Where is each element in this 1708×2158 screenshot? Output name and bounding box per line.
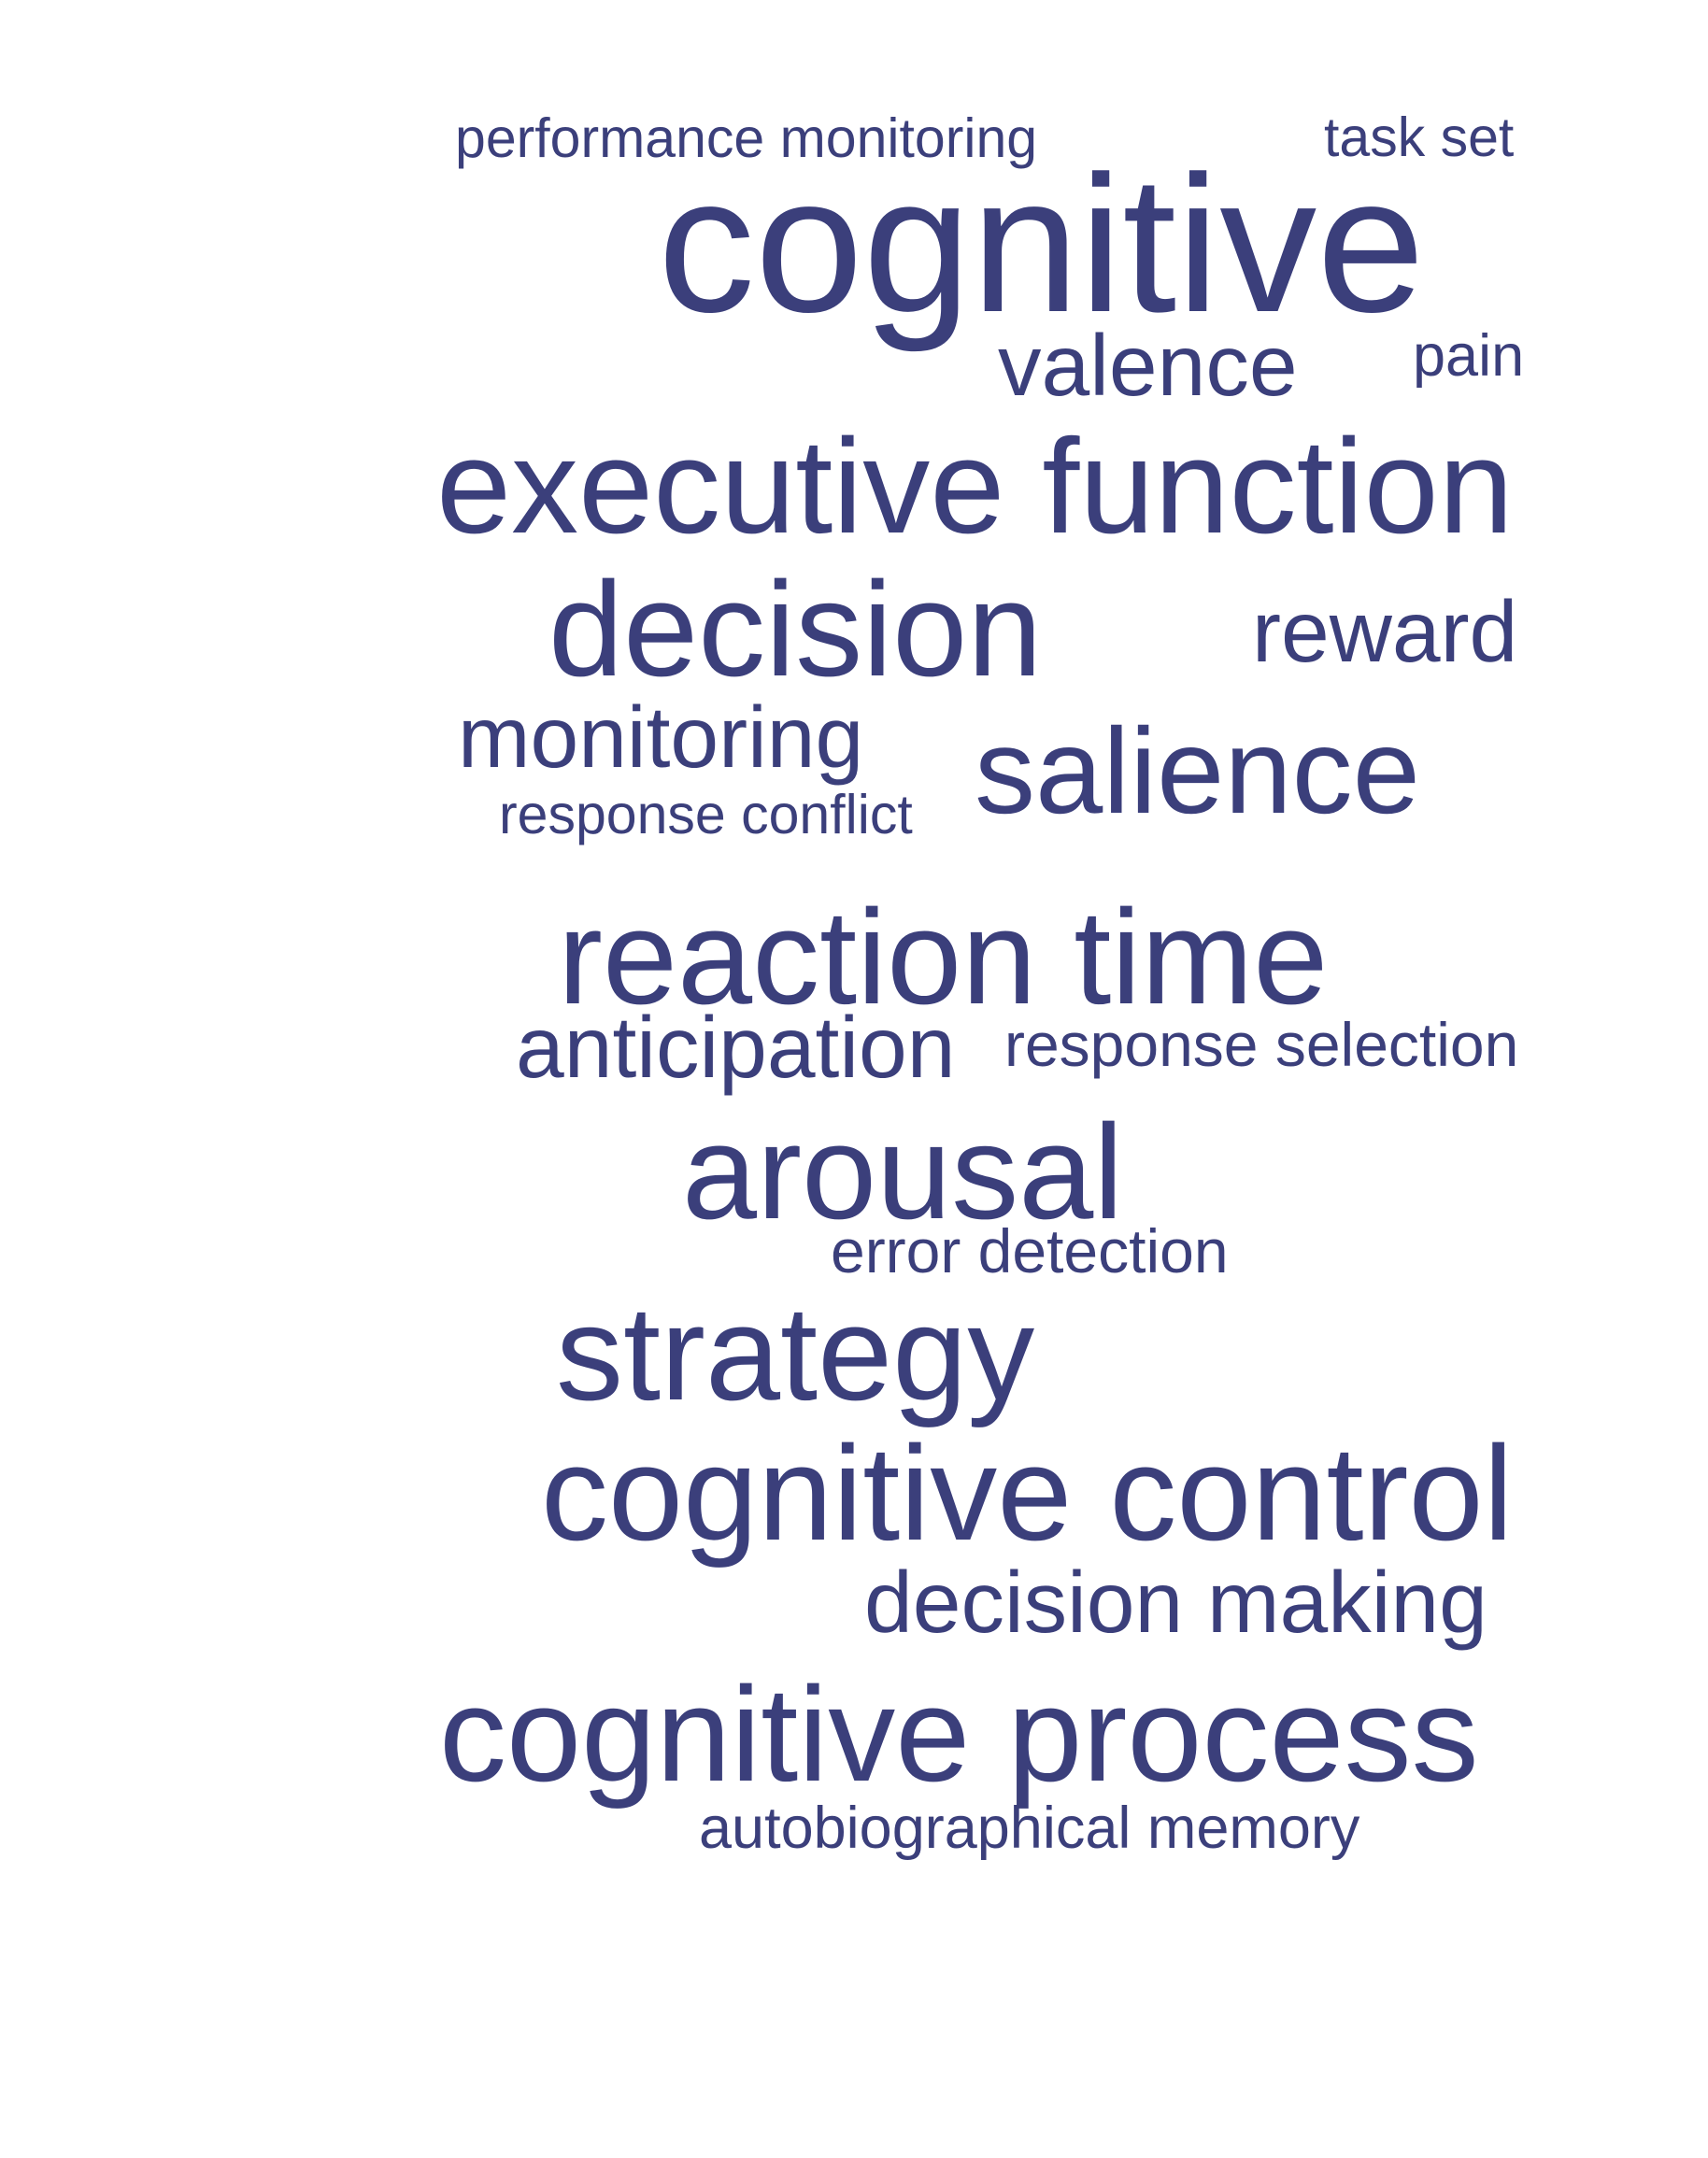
word-autobiographical-memory: autobiographical memory (699, 1796, 1360, 1861)
word-executive-function: executive function (436, 411, 1514, 561)
word-response-selection: response selection (1004, 1010, 1519, 1079)
word-monitoring: monitoring (458, 689, 864, 786)
word-cognitive-control: cognitive control (541, 1418, 1514, 1569)
word-cognitive-process: cognitive process (439, 1659, 1479, 1810)
word-error-detection: error detection (831, 1216, 1229, 1285)
word-salience: salience (975, 703, 1420, 839)
word-cognitive: cognitive (658, 136, 1425, 353)
word-anticipation: anticipation (516, 999, 956, 1096)
word-arousal: arousal (682, 1097, 1124, 1247)
word-reaction-time: reaction time (558, 882, 1329, 1032)
word-response-conflict: response conflict (499, 784, 913, 845)
word-reward: reward (1252, 583, 1518, 680)
word-pain: pain (1413, 323, 1525, 389)
word-strategy: strategy (556, 1278, 1035, 1428)
word-decision-making: decision making (864, 1554, 1487, 1651)
word-task-set: task set (1324, 106, 1515, 168)
word-performance-monitoring: performance monitoring (455, 107, 1038, 169)
word-valence: valence (998, 317, 1298, 414)
word-decision: decision (548, 554, 1043, 704)
